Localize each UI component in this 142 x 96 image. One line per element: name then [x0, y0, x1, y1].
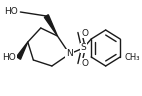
Polygon shape: [44, 15, 58, 36]
Text: CH₃: CH₃: [125, 53, 140, 62]
Text: O: O: [82, 58, 89, 67]
Text: HO: HO: [4, 7, 18, 17]
Polygon shape: [17, 42, 28, 59]
Text: HO: HO: [2, 53, 16, 62]
Text: O: O: [82, 29, 89, 38]
Text: N: N: [66, 50, 73, 58]
Text: S: S: [81, 43, 86, 53]
